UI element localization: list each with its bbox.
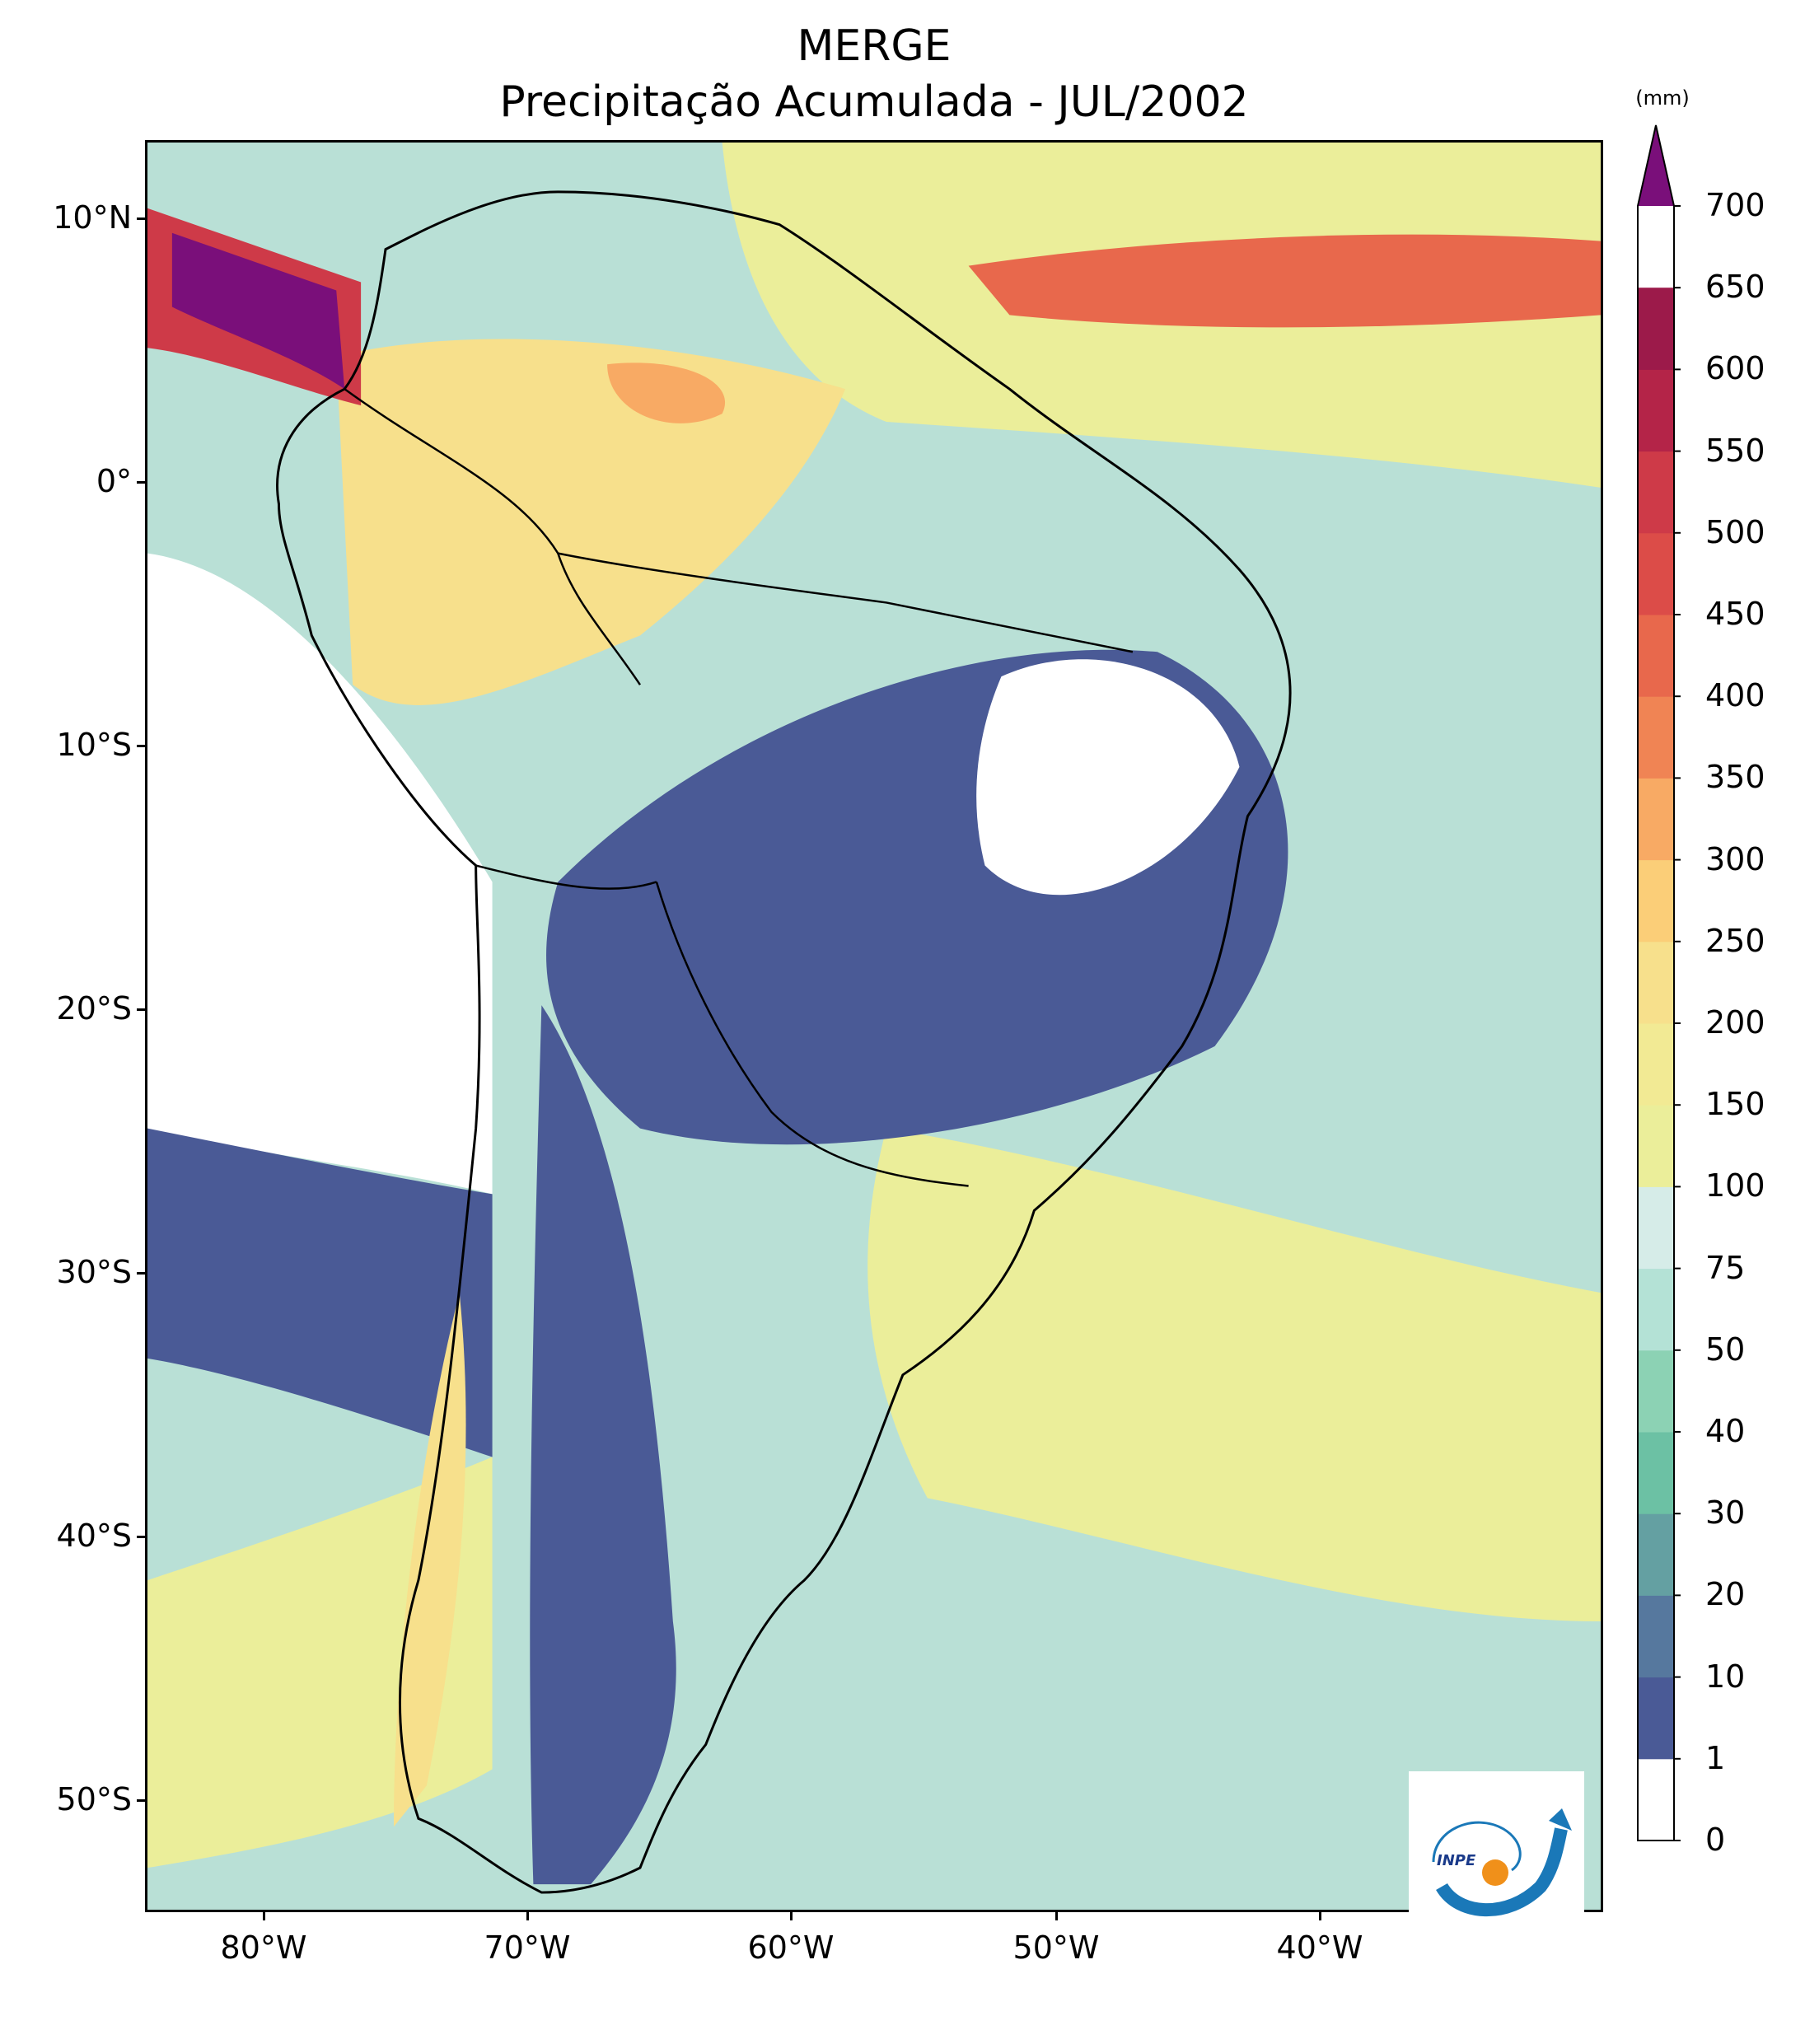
colorbar-label: 450 — [1705, 596, 1765, 632]
lon-label-40w: 40°W — [1276, 1929, 1363, 1966]
logo-sun-icon — [1482, 1859, 1508, 1886]
colorbar-label: 700 — [1705, 187, 1765, 223]
lon-label-60w: 60°W — [747, 1929, 835, 1966]
logo-orbit-icon — [1432, 1821, 1522, 1872]
colorbar-label: 75 — [1705, 1249, 1746, 1286]
precip-band-itcz-heavy — [968, 234, 1601, 328]
colorbar-label: 400 — [1705, 677, 1765, 714]
colorbar-label: 350 — [1705, 759, 1765, 796]
colorbar-label: 200 — [1705, 1004, 1765, 1041]
lat-tick — [137, 481, 145, 484]
inpe-logo: INPE — [1409, 1771, 1584, 1946]
precip-band-orange-north — [607, 362, 726, 423]
coastline — [276, 190, 1292, 1894]
country-border — [558, 552, 1134, 653]
lat-label-10s: 10°S — [56, 727, 132, 763]
lon-label-50w: 50°W — [1012, 1929, 1100, 1966]
colorbar-label: 250 — [1705, 922, 1765, 959]
lat-label-40s: 40°S — [56, 1518, 132, 1554]
country-border — [344, 388, 642, 685]
lat-tick — [137, 1008, 145, 1011]
lat-label-50s: 50°S — [56, 1781, 132, 1817]
colorbar-label: 30 — [1705, 1494, 1746, 1532]
lat-label-30s: 30°S — [56, 1254, 132, 1290]
lat-label-0: 0° — [96, 463, 132, 499]
colorbar-label: 650 — [1705, 269, 1765, 306]
logo-text: INPE — [1437, 1852, 1476, 1869]
colorbar-segment — [1638, 369, 1674, 452]
colorbar-label: 100 — [1705, 1167, 1765, 1204]
logo-swoosh-icon — [1436, 1827, 1568, 1917]
colorbar-segment — [1638, 532, 1674, 615]
lat-tick — [137, 1536, 145, 1538]
colorbar-segment — [1638, 696, 1674, 779]
colorbar-label: 0 — [1705, 1822, 1726, 1858]
colorbar-segment — [1638, 1349, 1674, 1433]
country-border — [475, 864, 657, 890]
colorbar-segment — [1638, 615, 1674, 697]
colorbar-outline — [1637, 124, 1675, 1841]
lon-tick — [1319, 1912, 1321, 1920]
colorbar-segment — [1638, 1758, 1674, 1841]
lat-tick — [137, 1272, 145, 1275]
colorbar-segment — [1638, 1268, 1674, 1351]
colorbar-label: 10 — [1705, 1658, 1746, 1695]
lon-tick — [1055, 1912, 1058, 1920]
colorbar-label: 500 — [1705, 513, 1765, 550]
lon-label-70w: 70°W — [484, 1929, 571, 1966]
colorbar-label: 20 — [1705, 1576, 1746, 1613]
lat-tick — [137, 1799, 145, 1802]
lat-label-20s: 20°S — [56, 990, 132, 1027]
colorbar-segment — [1638, 288, 1674, 370]
colorbar-label: 150 — [1705, 1086, 1765, 1123]
precip-band-panama-extreme — [171, 232, 345, 390]
lat-tick — [137, 745, 145, 747]
colorbar-label: 550 — [1705, 432, 1765, 469]
colorbar-label: 50 — [1705, 1331, 1746, 1368]
colorbar-segment — [1638, 778, 1674, 861]
precip-band-brazil-zero — [976, 659, 1240, 896]
colorbar-segment — [1638, 859, 1674, 942]
colorbar-extend-arrow — [1638, 125, 1674, 206]
country-border — [655, 882, 969, 1187]
lat-tick — [137, 217, 145, 220]
precipitation-map — [145, 140, 1603, 1912]
colorbar-label: 1 — [1705, 1739, 1726, 1776]
lon-label-80w: 80°W — [220, 1929, 307, 1966]
colorbar-segment — [1638, 1186, 1674, 1270]
precip-band-chile-coast — [393, 1293, 466, 1827]
colorbar-unit: (mm) — [1635, 87, 1690, 110]
precip-band-dry-pacific — [147, 553, 493, 1195]
precip-band-south-atlantic — [867, 1128, 1601, 1621]
map-subtitle: Precipitação Acumulada - JUL/2002 — [499, 77, 1249, 127]
map-title: MERGE — [797, 21, 952, 71]
colorbar-segment — [1638, 941, 1674, 1024]
colorbar-label: 300 — [1705, 840, 1765, 877]
lon-tick — [263, 1912, 265, 1920]
colorbar-segment — [1638, 1677, 1674, 1760]
colorbar-segment — [1638, 451, 1674, 534]
lat-label-10n: 10°N — [53, 199, 132, 236]
logo-arrow-icon — [1549, 1808, 1572, 1831]
lon-tick — [526, 1912, 529, 1920]
colorbar-segment — [1638, 1595, 1674, 1678]
colorbar — [1637, 124, 1681, 1841]
precip-band-amazon — [336, 339, 846, 705]
colorbar-label: 600 — [1705, 350, 1765, 387]
lon-tick — [790, 1912, 793, 1920]
colorbar-label: 40 — [1705, 1413, 1746, 1449]
colorbar-segment — [1638, 1432, 1674, 1514]
colorbar-segment — [1638, 1105, 1674, 1187]
precip-band-patagonia-low — [530, 1005, 676, 1885]
colorbar-segment — [1638, 1513, 1674, 1596]
precip-band-pacific-low — [147, 1128, 493, 1457]
colorbar-segment — [1638, 1023, 1674, 1106]
